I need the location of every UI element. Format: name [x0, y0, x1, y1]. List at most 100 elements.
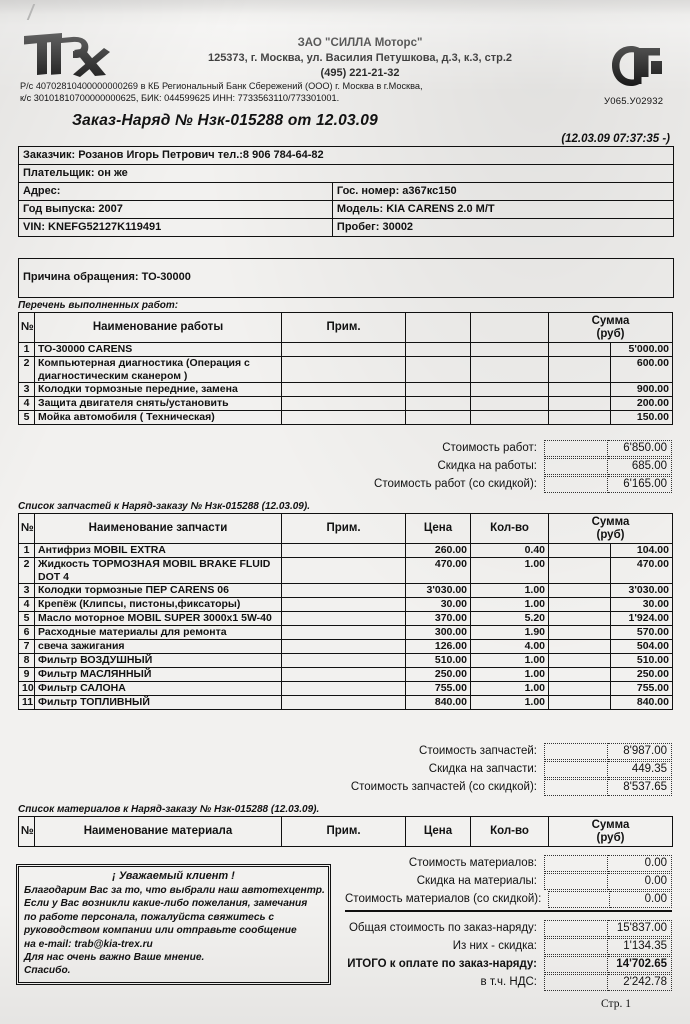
bank-details-line-2: к/с 30101810700000000625, БИК: 044599625…: [20, 93, 340, 104]
grand-total-row: в т.ч. НДС: 2'242.78: [345, 974, 672, 991]
parts-total-value: 449.35: [608, 761, 672, 778]
info-row-payer: Плательщик: он же: [19, 165, 673, 183]
parts-col-qty: Кол-во: [470, 512, 549, 545]
parts-row-num: 6: [18, 625, 35, 641]
parts-row-sum-sub: [548, 583, 611, 599]
works-col-name: Наименование работы: [34, 311, 282, 344]
parts-row-sum-sub: [548, 695, 611, 711]
parts-row-num: 2: [18, 557, 35, 585]
parts-total-value: 8'987.00: [608, 743, 672, 760]
parts-total-row: Скидка на запчасти: 449.35: [345, 761, 672, 778]
client-message-body: Благодарим Вас за то, что выбрали наш ав…: [24, 884, 325, 978]
works-row-sum-sub: [548, 410, 611, 426]
company-address: 125373, г. Москва, ул. Василия Петушкова…: [207, 52, 513, 65]
materials-total-blank-cell: [544, 873, 608, 890]
works-col-note: Прим.: [281, 311, 406, 344]
materials-table: № Наименование материала Прим. Цена Кол-…: [18, 815, 673, 848]
works-row-blank-1: [405, 396, 471, 412]
works-row-blank-2: [470, 410, 549, 426]
parts-row-num: 4: [18, 597, 35, 613]
works-row-sum: 5'000.00: [610, 342, 673, 358]
parts-row-qty: 4.00: [470, 639, 549, 655]
customer-field: Заказчик: Розанов Игорь Петрович тел.:8 …: [23, 149, 324, 161]
works-row-sum-sub: [548, 382, 611, 398]
materials-col-name: Наименование материала: [34, 815, 282, 848]
parts-row-sum: 570.00: [610, 625, 673, 641]
plate-number-field: Гос. номер: а367кс150: [336, 185, 457, 197]
parts-row-note: [281, 625, 406, 641]
parts-row-num: 5: [18, 611, 35, 627]
parts-row-qty: 0.40: [470, 543, 549, 559]
parts-row-price: 30.00: [405, 597, 471, 613]
works-total-value: 685.00: [608, 458, 672, 475]
materials-total-row: Скидка на материалы: 0.00: [345, 873, 672, 890]
parts-row-note: [281, 653, 406, 669]
parts-table-row: 4 Крепёж (Клипсы, пистоны,фиксаторы) 30.00…: [18, 597, 673, 613]
scan-artifact: [26, 4, 72, 20]
reason-for-visit-text: Причина обращения: ТО-30000: [23, 271, 191, 283]
parts-row-name: Расходные материалы для ремонта: [34, 625, 282, 641]
parts-row-price: 840.00: [405, 695, 471, 711]
parts-row-num: 7: [18, 639, 35, 655]
grand-total-blank-cell: [544, 974, 608, 991]
works-row-name: Мойка автомобиля ( Техническая): [34, 410, 282, 426]
parts-row-num: 9: [18, 667, 35, 683]
grand-total-label: Общая стоимость по заказ-наряду:: [348, 922, 537, 934]
company-name: ЗАО "СИЛЛА Моторс": [297, 37, 423, 49]
works-row-name: Защита двигателя снять/установить: [34, 396, 282, 412]
works-table-header-row: № Наименование работы Прим. Сумма (руб): [18, 311, 673, 344]
parts-row-num: 1: [18, 543, 35, 559]
parts-row-price: 260.00: [405, 543, 471, 559]
parts-row-qty: 1.00: [470, 695, 549, 711]
parts-row-sum: 510.00: [610, 653, 673, 669]
client-message-line: Если у Вас возникли какие-либо пожелания…: [24, 898, 308, 910]
parts-totals-block: Стоимость запчастей: 8'987.00 Скидка на за…: [345, 743, 672, 797]
grand-totals-block: Общая стоимость по заказ-наряду: 15'837.0…: [345, 920, 672, 992]
parts-row-qty: 1.00: [470, 653, 549, 669]
parts-row-name: Фильтр САЛОНА: [34, 681, 282, 697]
parts-total-value: 8'537.65: [608, 779, 672, 796]
parts-col-sum-title: Сумма: [591, 516, 630, 528]
works-table-row: 5 Мойка автомобиля ( Техническая) 150.00: [18, 410, 673, 426]
parts-table-row: 1 Антифриз MOBIL EXTRA 260.00 0.40 104.00: [18, 543, 673, 559]
materials-total-blank-cell: [544, 855, 608, 872]
parts-total-label: Стоимость запчастей:: [419, 745, 537, 757]
parts-row-qty: 1.90: [470, 625, 549, 641]
works-row-blank-2: [470, 382, 549, 398]
grand-total-value: 14'702.65: [608, 956, 672, 973]
grand-total-value: 2'242.78: [608, 974, 672, 991]
parts-col-sum: Сумма (руб): [548, 512, 673, 545]
parts-total-row: Стоимость запчастей (со скидкой): 8'537.6…: [345, 779, 672, 796]
works-table-row: 2 Компьютерная диагностика (Операция с ди…: [18, 356, 673, 384]
client-message-line: руководством компании или отправьте сооб…: [24, 925, 297, 937]
parts-row-sum-sub: [548, 639, 611, 655]
parts-row-sum: 3'030.00: [610, 583, 673, 599]
works-row-num: 2: [18, 356, 35, 384]
works-col-sum: Сумма (руб): [548, 311, 673, 344]
parts-row-sum-sub: [548, 597, 611, 613]
vin-field: VIN: KNEFG52127K119491: [19, 219, 333, 236]
parts-col-price: Цена: [405, 512, 471, 545]
works-row-sum-sub: [548, 356, 611, 384]
works-row-name: Компьютерная диагностика (Операция с диа…: [34, 356, 282, 384]
parts-row-num: 8: [18, 653, 35, 669]
info-row-year-model: Год выпуска: 2007 Модель: KIA CARENS 2.0…: [19, 201, 673, 219]
parts-row-sum: 470.00: [610, 557, 673, 585]
parts-row-qty: 1.00: [470, 583, 549, 599]
materials-col-sum: Сумма (руб): [548, 815, 673, 848]
grand-total-value: 15'837.00: [608, 920, 672, 937]
grand-total-value: 1'134.35: [608, 938, 672, 955]
company-logo: [18, 30, 110, 78]
works-total-row: Скидка на работы: 685.00: [345, 458, 672, 475]
parts-row-sum: 250.00: [610, 667, 673, 683]
parts-row-qty: 1.00: [470, 557, 549, 585]
grand-total-blank-cell: [544, 920, 608, 937]
parts-table-row: 2 Жидкость ТОРМОЗНАЯ MOBIL BRAKE FLUID DO…: [18, 557, 673, 585]
parts-row-note: [281, 667, 406, 683]
grand-total-blank-cell: [544, 938, 608, 955]
works-row-sum-sub: [548, 396, 611, 412]
year-field: Год выпуска: 2007: [19, 201, 333, 218]
parts-row-name: Фильтр ТОПЛИВНЫЙ: [34, 695, 282, 711]
works-total-row: Стоимость работ (со скидкой): 6'165.00: [345, 476, 672, 493]
works-row-blank-2: [470, 356, 549, 384]
